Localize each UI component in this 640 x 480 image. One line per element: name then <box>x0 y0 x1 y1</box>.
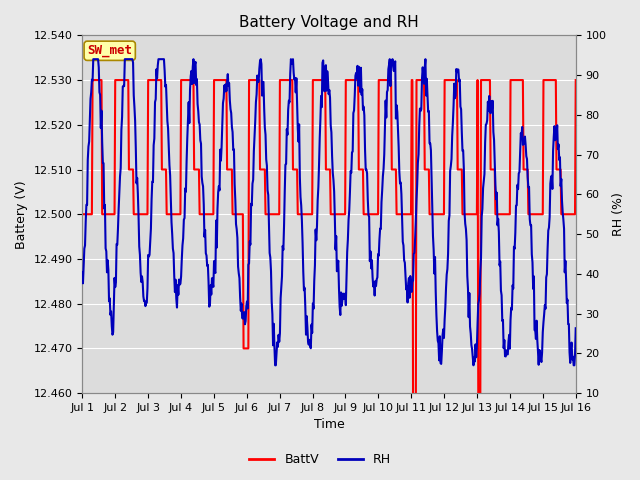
Text: SW_met: SW_met <box>87 44 132 57</box>
Y-axis label: Battery (V): Battery (V) <box>15 180 28 249</box>
Legend: BattV, RH: BattV, RH <box>244 448 396 471</box>
X-axis label: Time: Time <box>314 419 344 432</box>
Y-axis label: RH (%): RH (%) <box>612 192 625 236</box>
Title: Battery Voltage and RH: Battery Voltage and RH <box>239 15 419 30</box>
